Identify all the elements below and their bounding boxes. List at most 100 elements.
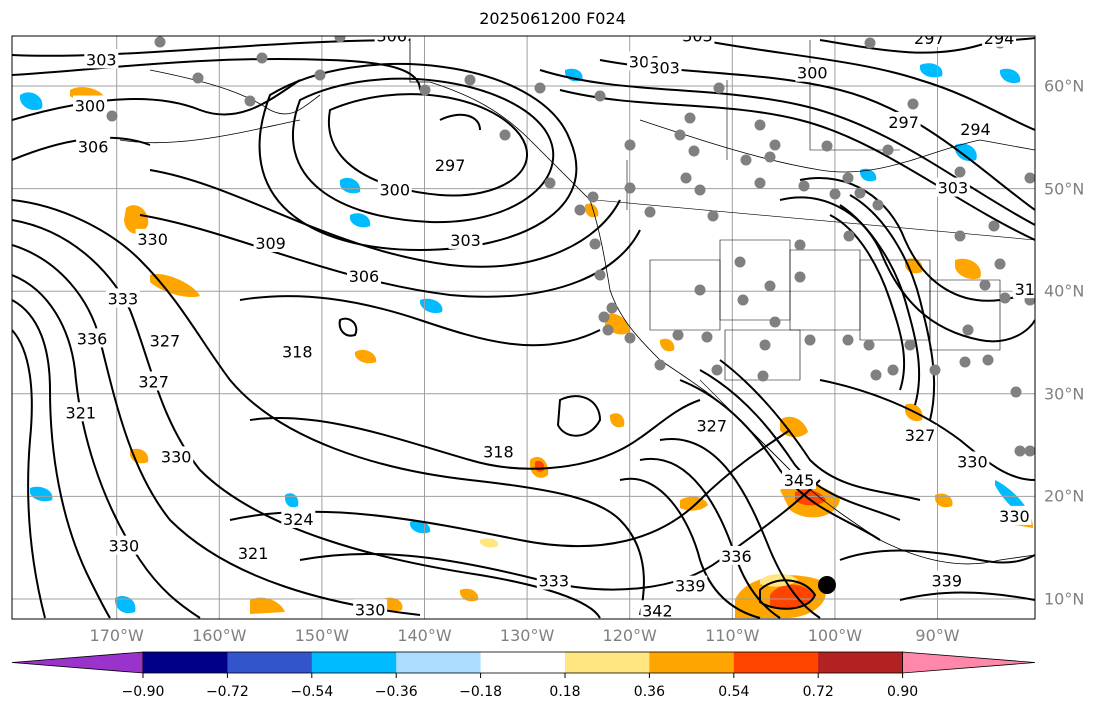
contour-line [12, 329, 46, 619]
contour-line [556, 395, 602, 437]
black-dot-marker [818, 576, 836, 594]
theta-contours [12, 37, 1035, 619]
station-dot [644, 206, 656, 218]
station-dot [887, 364, 899, 376]
station-dot [674, 129, 686, 141]
contour-label: 330 [999, 507, 1030, 526]
cyan-blob [420, 298, 443, 314]
station-dot [769, 139, 781, 151]
contour-label: 330 [137, 230, 168, 249]
cyan-blob [920, 63, 943, 78]
latitude-label: 50°N [1044, 179, 1085, 199]
colorbar-segment [143, 652, 228, 673]
station-dot [954, 230, 966, 242]
station-dot [680, 172, 692, 184]
contour-label: 303 [450, 231, 481, 250]
station-dot [684, 112, 696, 124]
contour-label-bg [281, 508, 316, 528]
station-dot [829, 188, 841, 200]
contour-line [338, 317, 358, 337]
colorbar-extend-high [902, 651, 1036, 674]
station-dot [769, 316, 781, 328]
colorbar-frame [142, 651, 903, 674]
colorbar-segment [565, 652, 650, 673]
station-dot [154, 36, 166, 48]
contour-label: 324 [283, 510, 314, 529]
station-dot [962, 324, 974, 336]
contour-label: 303 [682, 27, 713, 46]
colorbar-tick-label: 0.90 [887, 684, 919, 700]
station-dot [654, 359, 666, 371]
contour-label: 297 [888, 113, 919, 132]
contour-label: 300 [75, 96, 106, 115]
contour-line [839, 549, 1035, 564]
cyan-blob [340, 177, 361, 194]
contour-label-bg [76, 136, 111, 156]
contour-line [327, 93, 528, 197]
station-dot [907, 98, 919, 110]
station-dot [872, 199, 884, 211]
station-dot [882, 144, 894, 156]
contour-line [12, 58, 421, 91]
contour-label: 306 [349, 267, 380, 286]
latitude-label: 40°N [1044, 281, 1085, 301]
contour-label: 330 [109, 537, 140, 556]
station-dot [794, 239, 806, 251]
station-dot [863, 339, 875, 351]
station-dot [764, 151, 776, 163]
latitude-label: 30°N [1044, 384, 1085, 404]
contour-label: 306 [78, 138, 109, 157]
longitude-label: 170°W [89, 626, 144, 645]
contour-label: 318 [282, 343, 313, 362]
colorbar-segment [396, 652, 482, 673]
colorbar-tick-label: −0.54 [290, 684, 334, 700]
station-dot [757, 370, 769, 382]
station-dot [672, 329, 684, 341]
contour-label: 303 [86, 50, 117, 69]
longitude-label: 120°W [602, 626, 657, 645]
station-dot [624, 332, 636, 344]
station-dot [1014, 445, 1026, 457]
contour-line [12, 244, 421, 616]
orange-blob [124, 205, 149, 234]
longitude-label: 140°W [397, 626, 452, 645]
coastline [639, 119, 1035, 173]
colorbar-tick-label: −0.90 [121, 684, 165, 700]
contour-label-bg [982, 36, 1017, 47]
longitude-label: 160°W [192, 626, 247, 645]
station-dot [544, 177, 556, 189]
contour-label: 297 [914, 29, 945, 48]
station-dot [334, 36, 346, 43]
station-dot [419, 84, 431, 96]
contour-line [258, 63, 578, 252]
colorbar-tick-label: 0.36 [633, 684, 665, 700]
station-dot [594, 269, 606, 281]
colorbar-segment [227, 652, 313, 673]
map-background [12, 36, 1035, 619]
orange-blob [660, 338, 675, 352]
colorbar [11, 651, 1036, 678]
contour-label-bg [377, 179, 412, 199]
graticule [12, 36, 1035, 619]
contour-labels: 303 306 303 306 303 300 297 294 300 306 297 297 294 3… [63, 27, 1035, 619]
station-dot [711, 364, 723, 376]
contour-line [559, 89, 1035, 241]
station-dot [534, 82, 546, 94]
colorbar-tick-label: −0.36 [374, 684, 418, 700]
cyan-blob [20, 92, 43, 111]
contour-line [149, 169, 621, 268]
contour-label-bg [75, 328, 110, 348]
station-dot [624, 139, 636, 151]
station-dot [701, 331, 713, 343]
contour-label: 330 [161, 447, 192, 466]
contour-line [439, 113, 481, 131]
orange-blob [355, 349, 377, 364]
latitude-label: 20°N [1044, 486, 1085, 506]
station-dot [994, 258, 1006, 270]
station-dot [804, 334, 816, 346]
contour-label-bg [136, 371, 171, 391]
cyan-blob [955, 143, 977, 162]
map-frame [11, 35, 1036, 620]
redorange-blob [770, 584, 815, 609]
